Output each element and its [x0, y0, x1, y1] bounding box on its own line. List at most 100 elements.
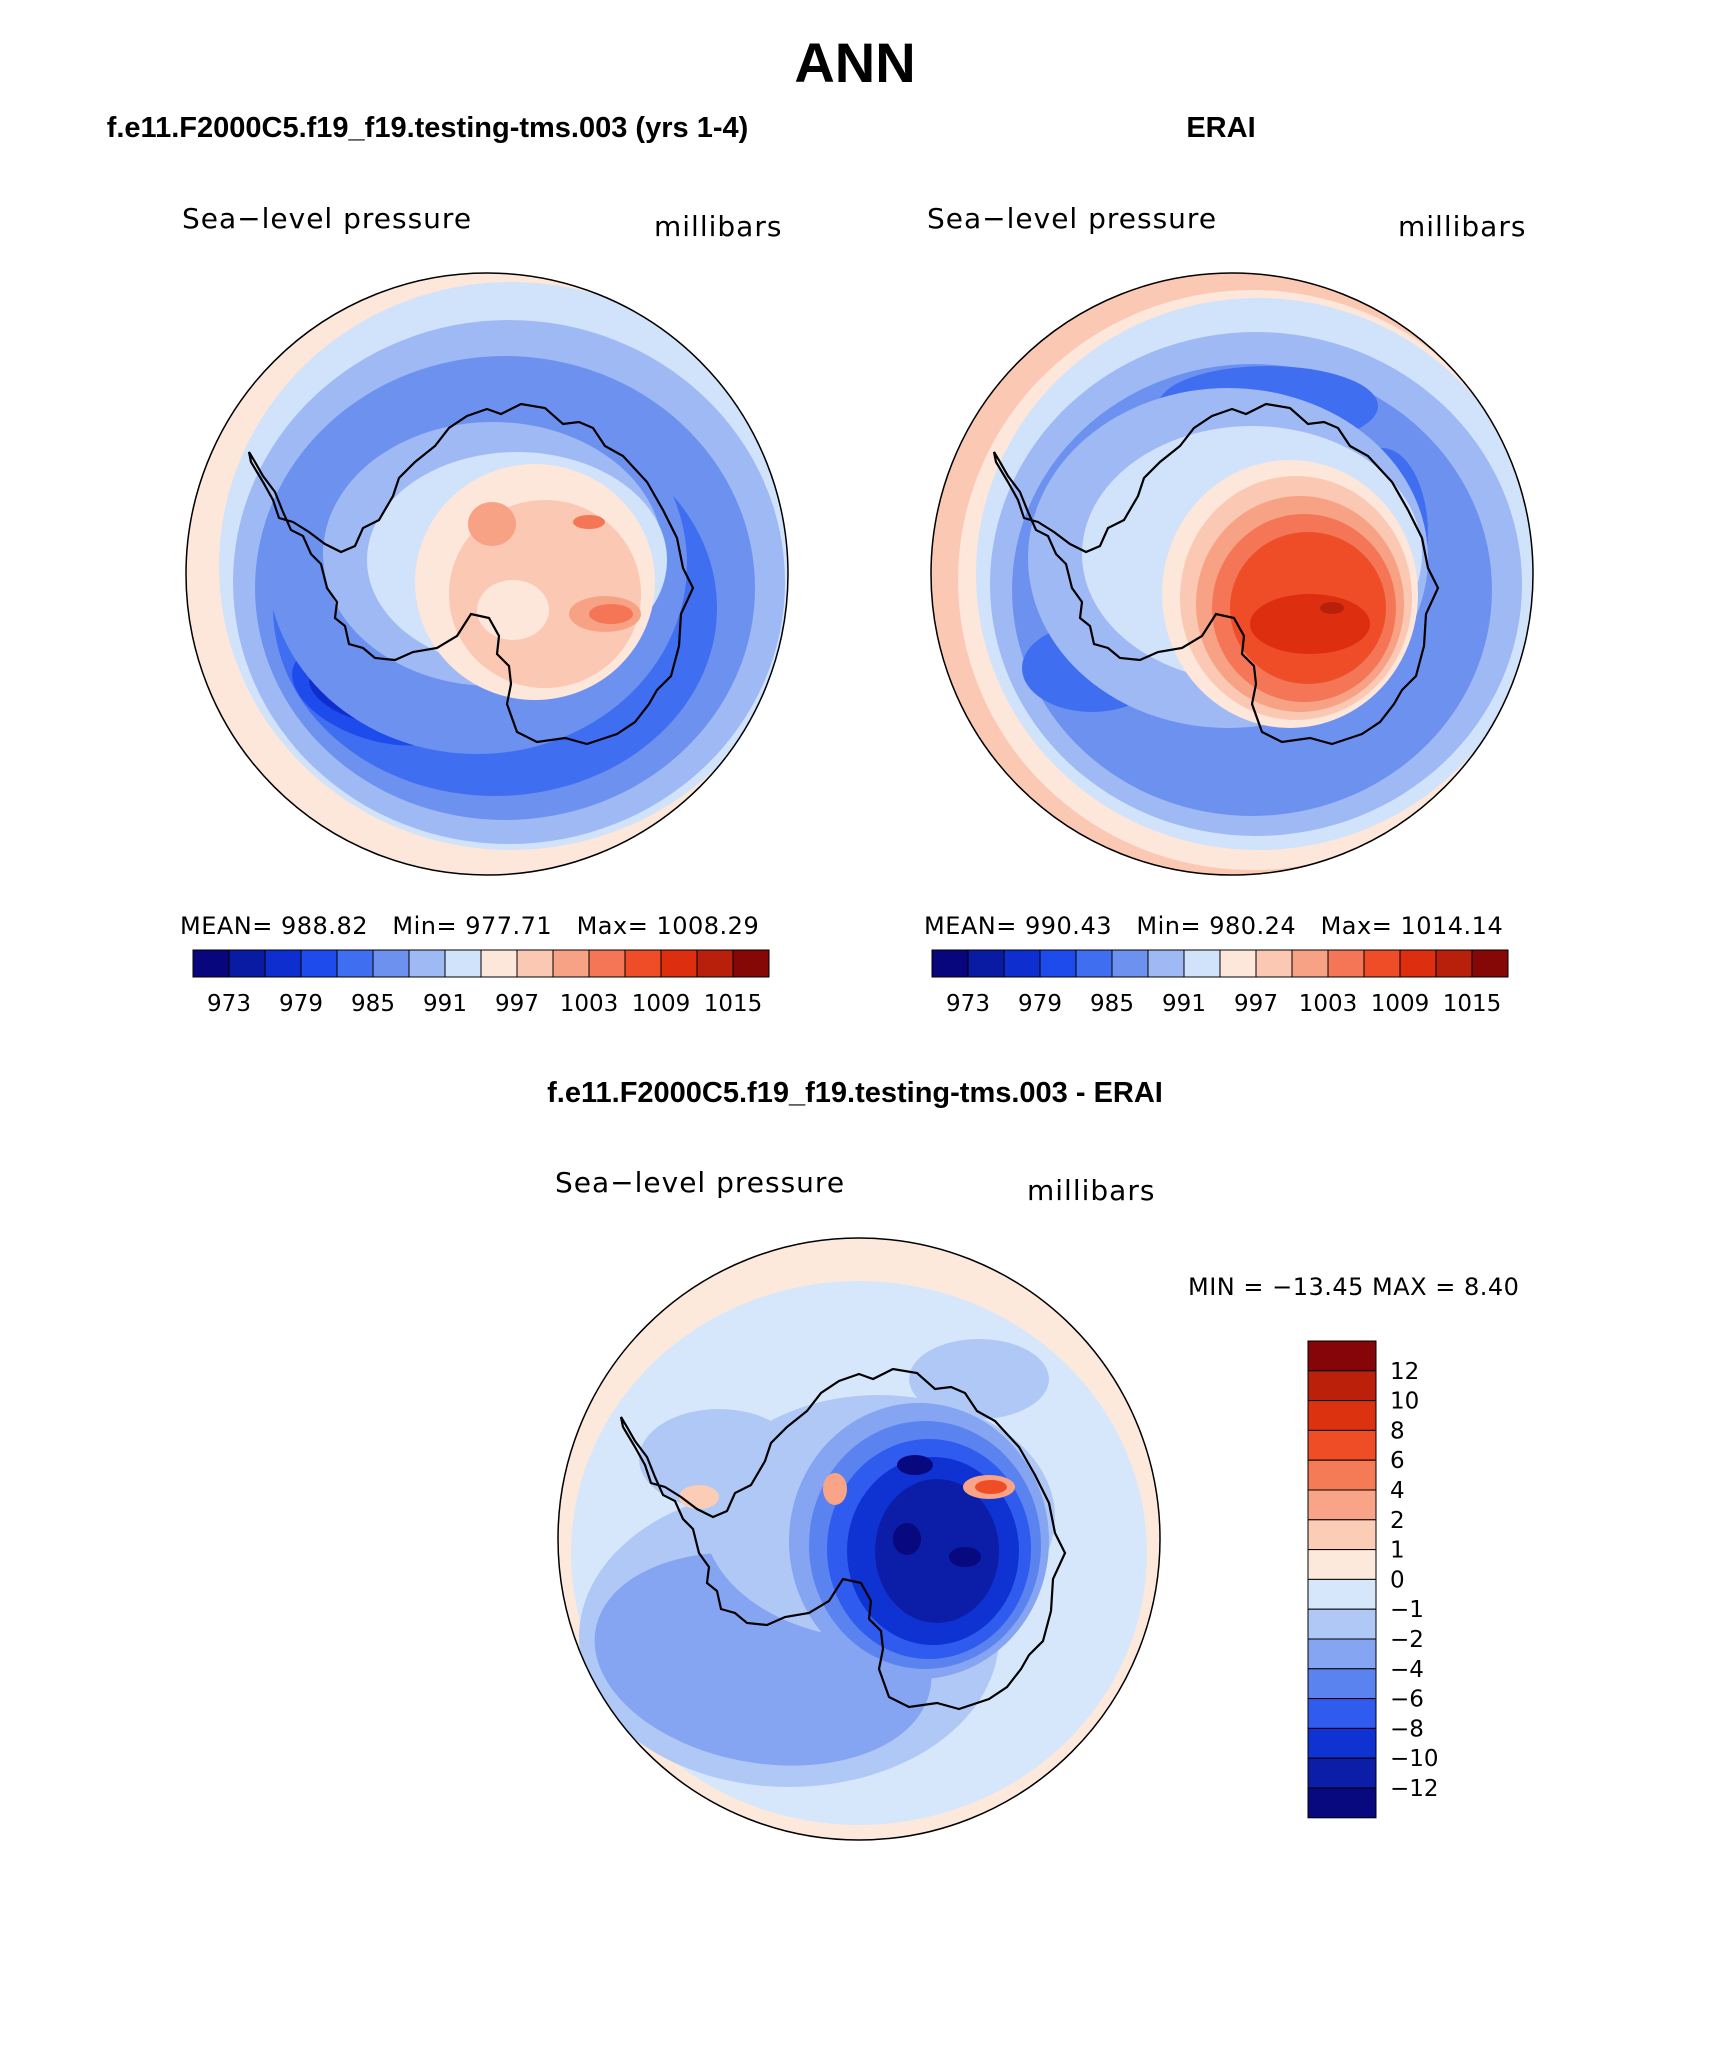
contour-band: [893, 1523, 921, 1555]
colorbar-tick-label: 1009: [632, 991, 691, 1017]
colorbar-swatch: [1327, 949, 1365, 978]
colorbar-tick-label: −4: [1390, 1657, 1424, 1683]
max-label: Max=: [576, 912, 649, 940]
colorbar-swatch: [1307, 1757, 1377, 1789]
colorbar-tick-label: 1003: [1299, 991, 1358, 1017]
colorbar-swatch: [931, 949, 969, 978]
colorbar-swatch: [732, 949, 770, 978]
colorbar-swatch: [1399, 949, 1437, 978]
colorbar-swatch: [1307, 1727, 1377, 1759]
colorbar-swatch: [192, 949, 230, 978]
colorbar-swatch: [696, 949, 734, 978]
colorbar-tick-label: 997: [495, 991, 539, 1017]
colorbar-swatch: [1291, 949, 1329, 978]
colorbar-swatch: [408, 949, 446, 978]
colorbar-swatch: [1307, 1698, 1377, 1729]
colorbar-tick-label: 1: [1390, 1538, 1405, 1564]
panel-1-map-border: [185, 272, 789, 876]
panel-1-colorbar: 973 979 985 991 997 1003 1009 1015: [192, 949, 770, 1017]
mean-label: MEAN=: [180, 912, 273, 940]
colorbar-swatch: [1307, 1340, 1377, 1372]
colorbar-tick-label: 2: [1390, 1508, 1405, 1534]
colorbar-swatch: [1307, 1370, 1377, 1402]
mean-value: 988.82: [281, 912, 368, 940]
colorbar-swatch: [588, 949, 626, 978]
colorbar-tick-label: −6: [1390, 1687, 1424, 1713]
colorbar-swatch: [1307, 1668, 1377, 1700]
contour-band: [949, 1547, 981, 1567]
panel-2-colorbar: 973 979 985 991 997 1003 1009 1015: [931, 949, 1509, 1017]
colorbar-tick-label: 0: [1390, 1567, 1405, 1593]
colorbar-tick-label: 973: [207, 991, 251, 1017]
colorbar-swatch: [1307, 1459, 1377, 1491]
mean-value: 990.43: [1025, 912, 1112, 940]
contour-band: [909, 1339, 1049, 1419]
colorbar-swatch: [1307, 1578, 1377, 1610]
colorbar-swatch: [660, 949, 698, 978]
colorbar-tick-label: 973: [946, 991, 990, 1017]
colorbar-tick-label: −12: [1390, 1776, 1439, 1802]
colorbar-swatch: [1307, 1519, 1377, 1551]
panel-1-variable: Sea−level pressure: [182, 202, 473, 235]
max-label: Max=: [1320, 912, 1393, 940]
min-label: Min=: [392, 912, 458, 940]
min-label: Min=: [1136, 912, 1202, 940]
colorbar-tick-label: 10: [1390, 1389, 1419, 1415]
colorbar-tick-label: −2: [1390, 1627, 1424, 1653]
colorbar-swatch: [1435, 949, 1473, 978]
colorbar-tick-label: 985: [351, 991, 395, 1017]
colorbar-tick-label: 991: [1162, 991, 1206, 1017]
contour-band: [449, 500, 641, 688]
colorbar-swatch: [300, 949, 338, 978]
min-value: 980.24: [1209, 912, 1297, 940]
panel-1-title: f.e11.F2000C5.f19_f19.testing-tms.003 (y…: [106, 112, 749, 144]
colorbar-swatch: [1307, 1549, 1377, 1580]
max-value: 1014.14: [1400, 912, 1504, 940]
colorbar-swatch: [1307, 1429, 1377, 1461]
colorbar-swatch: [480, 949, 518, 978]
colorbar-tick-label: 1009: [1371, 991, 1430, 1017]
colorbar-swatch: [372, 949, 410, 978]
colorbar-tick-label: 12: [1390, 1359, 1419, 1385]
difference-minmax: MIN = −13.45 MAX = 8.40: [1188, 1273, 1520, 1301]
colorbar-swatch: [1183, 949, 1221, 978]
page-title: ANN: [794, 31, 916, 94]
colorbar-tick-label: 997: [1234, 991, 1278, 1017]
contour-band: [897, 1455, 933, 1475]
contour-band: [975, 1480, 1007, 1494]
colorbar-swatch: [1307, 1638, 1377, 1670]
contour-band: [573, 515, 605, 529]
contour-band: [679, 1485, 719, 1509]
difference-title: f.e11.F2000C5.f19_f19.testing-tms.003 - …: [547, 1077, 1163, 1109]
colorbar-swatch: [1307, 1400, 1377, 1431]
colorbar-tick-label: 991: [423, 991, 467, 1017]
colorbar-swatch: [516, 949, 554, 978]
colorbar-swatch: [1075, 949, 1113, 978]
min-value: 977.71: [465, 912, 553, 940]
colorbar-tick-label: 1015: [704, 991, 763, 1017]
colorbar-swatch: [967, 949, 1005, 978]
colorbar-tick-label: −10: [1390, 1746, 1439, 1772]
colorbar-tick-label: −1: [1390, 1597, 1424, 1623]
contour-band: [823, 1473, 847, 1505]
colorbar-tick-label: 6: [1390, 1448, 1405, 1474]
colorbar-swatch: [1471, 949, 1509, 978]
colorbar-tick-label: 1003: [560, 991, 619, 1017]
colorbar-swatch: [444, 949, 482, 978]
colorbar-swatch: [1363, 949, 1401, 978]
colorbar-tick-label: −8: [1390, 1716, 1424, 1742]
colorbar-swatch: [1003, 949, 1041, 978]
colorbar-swatch: [264, 949, 302, 978]
colorbar-swatch: [1255, 949, 1293, 978]
panel-2-stats: MEAN= 990.43 Min= 980.24 Max= 1014.14: [924, 912, 1503, 940]
colorbar-swatch: [1307, 1608, 1377, 1640]
contour-band: [477, 580, 549, 640]
max-value: 1008.29: [656, 912, 760, 940]
panel-2-units: millibars: [1398, 210, 1527, 243]
difference-variable: Sea−level pressure: [555, 1166, 846, 1199]
contour-band: [1250, 594, 1370, 654]
panel-2-map-border: [930, 272, 1534, 876]
colorbar-tick-label: 4: [1390, 1478, 1405, 1504]
contour-band: [468, 502, 516, 546]
